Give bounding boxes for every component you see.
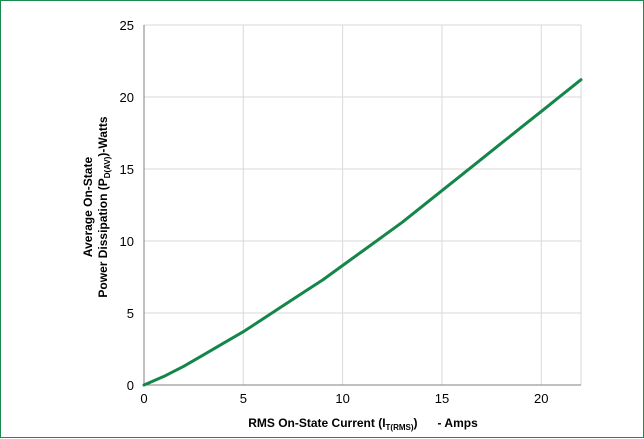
x-tick-label: 10 <box>335 391 349 406</box>
y-axis-title-line1: Average On-State <box>81 157 95 258</box>
x-tick-label: 20 <box>534 391 548 406</box>
y-tick-label: 10 <box>120 234 134 249</box>
x-tick-label: 5 <box>240 391 247 406</box>
y-tick-label: 5 <box>127 306 134 321</box>
x-tick-label: 0 <box>140 391 147 406</box>
grid-lines <box>144 24 582 385</box>
y-axis-title-line2: Power Dissipation (PD(AV))-Watts <box>96 116 112 298</box>
y-tick-label: 25 <box>120 18 134 33</box>
x-tick-label: 15 <box>435 391 449 406</box>
series-line <box>142 78 583 387</box>
y-tick-label: 0 <box>127 378 134 393</box>
y-axis-title: Average On-State Power Dissipation (PD(A… <box>81 116 112 298</box>
x-axis-title: RMS On-State Current (IT(RMS)) - Amps <box>248 416 478 432</box>
axes <box>143 25 581 386</box>
series-layer <box>142 78 583 387</box>
x-tick-labels: 0 5 10 15 20 <box>140 391 548 406</box>
y-tick-label: 15 <box>120 162 134 177</box>
y-tick-labels: 0 5 10 15 20 25 <box>120 18 134 393</box>
y-tick-label: 20 <box>120 90 134 105</box>
